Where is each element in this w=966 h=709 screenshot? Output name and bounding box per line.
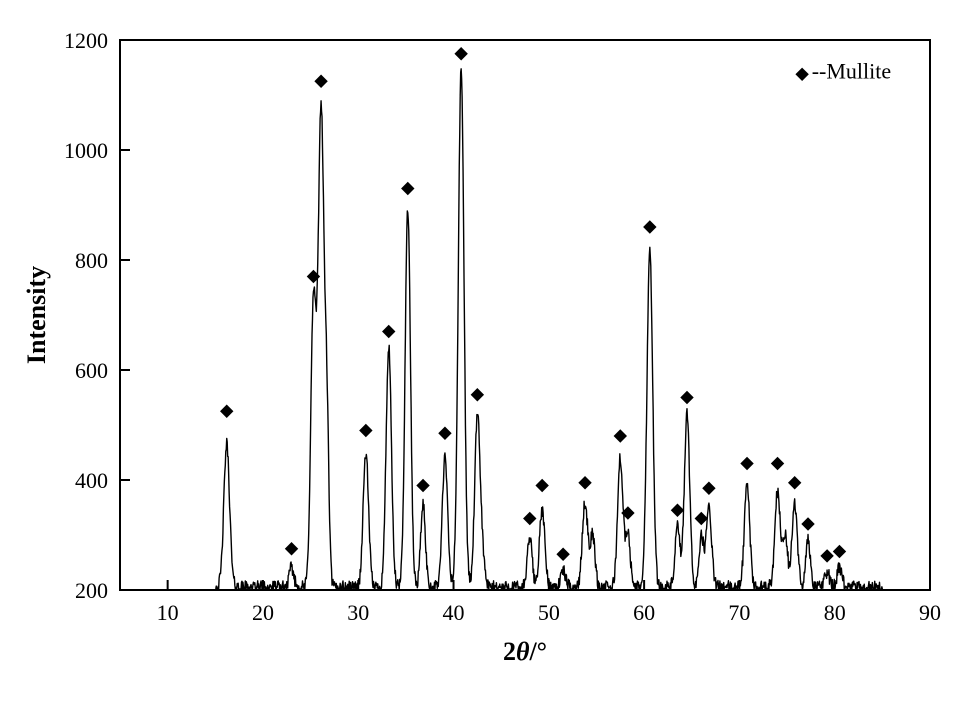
y-tick-label: 1000 <box>64 138 108 163</box>
mullite-peak-marker-icon <box>557 548 569 560</box>
mullite-peak-marker-icon <box>455 48 467 60</box>
x-tick-label: 30 <box>347 600 369 625</box>
mullite-peak-marker-icon <box>703 482 715 494</box>
mullite-peak-marker-icon <box>789 477 801 489</box>
y-tick-label: 200 <box>75 578 108 603</box>
mullite-peak-marker-icon <box>741 458 753 470</box>
x-tick-label: 70 <box>728 600 750 625</box>
y-tick-label: 800 <box>75 248 108 273</box>
y-tick-label: 1200 <box>64 28 108 53</box>
y-axis-title: Intensity <box>22 266 51 364</box>
x-tick-label: 10 <box>157 600 179 625</box>
mullite-peak-marker-icon <box>221 405 233 417</box>
mullite-peak-marker-icon <box>360 425 372 437</box>
y-tick-label: 600 <box>75 358 108 383</box>
mullite-peak-marker-icon <box>439 427 451 439</box>
x-tick-label: 40 <box>443 600 465 625</box>
y-tick-label: 400 <box>75 468 108 493</box>
legend-label: --Mullite <box>812 59 891 84</box>
mullite-peak-marker-icon <box>644 221 656 233</box>
plot-frame <box>120 40 930 590</box>
mullite-peak-marker-icon <box>315 75 327 87</box>
mullite-peak-marker-icon <box>579 477 591 489</box>
mullite-peak-marker-icon <box>471 389 483 401</box>
mullite-peak-marker-icon <box>536 480 548 492</box>
x-tick-label: 80 <box>824 600 846 625</box>
xrd-chart: 10 20 30 40 50 60 70 80 90 200 400 600 800 1000 1200 2θ… <box>0 0 966 709</box>
mullite-peak-marker-icon <box>772 458 784 470</box>
legend-marker-icon <box>796 68 808 80</box>
x-tick-label: 60 <box>633 600 655 625</box>
mullite-peak-marker-icon <box>802 518 814 530</box>
x-tick-label: 50 <box>538 600 560 625</box>
mullite-peak-marker-icon <box>417 480 429 492</box>
mullite-peak-marker-icon <box>524 513 536 525</box>
mullite-peak-marker-icon <box>695 513 707 525</box>
x-axis-title: 2θ/° <box>503 637 547 666</box>
xrd-trace <box>215 69 882 590</box>
mullite-peak-marker-icon <box>833 546 845 558</box>
mullite-peak-marker-icon <box>821 550 833 562</box>
mullite-peak-marker-icon <box>671 504 683 516</box>
mullite-peak-marker-icon <box>681 392 693 404</box>
mullite-peak-marker-icon <box>614 430 626 442</box>
mullite-peak-marker-icon <box>286 543 298 555</box>
x-tick-label: 90 <box>919 600 941 625</box>
mullite-peak-marker-icon <box>402 183 414 195</box>
x-tick-label: 20 <box>252 600 274 625</box>
mullite-peak-marker-icon <box>383 326 395 338</box>
chart-svg: 10 20 30 40 50 60 70 80 90 200 400 600 800 1000 1200 2θ… <box>0 0 966 709</box>
